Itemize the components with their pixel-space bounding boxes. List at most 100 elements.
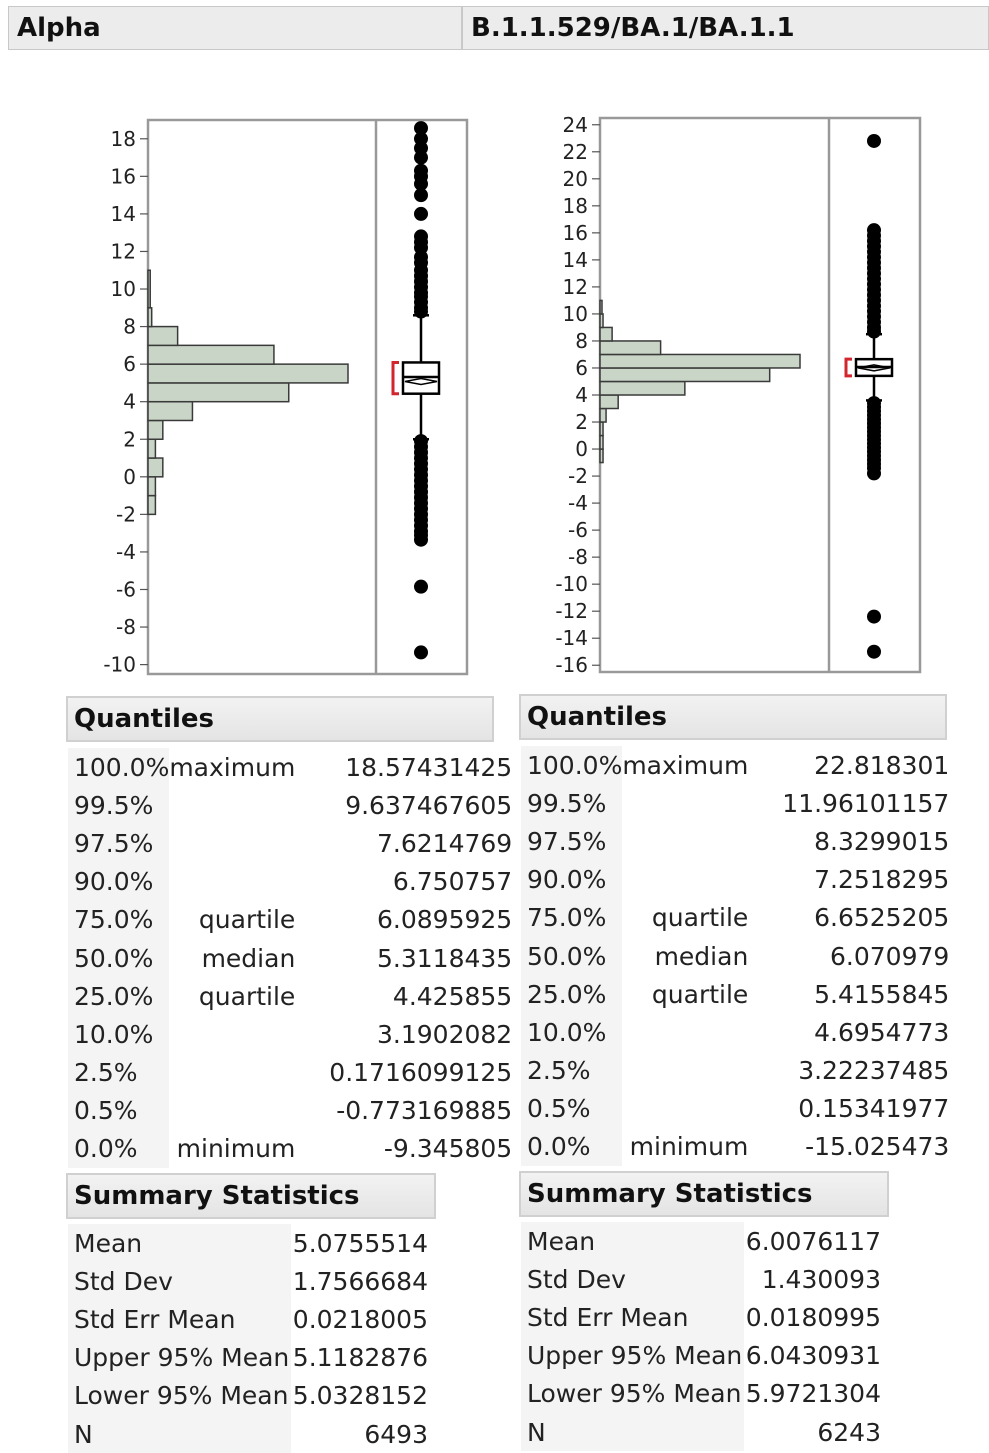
quantile-row: 50.0% median 5.3118435: [68, 938, 513, 978]
summary-name: Std Err Mean: [68, 1300, 292, 1339]
histogram-bar: [147, 476, 157, 497]
outlier-point: [414, 188, 428, 203]
quantile-row: 97.5% 8.3299015: [521, 822, 949, 861]
quantile-value: 5.4155845: [814, 979, 950, 1009]
summary-name: Upper 95% Mean: [521, 1336, 745, 1375]
histogram-bar: [147, 363, 349, 384]
quantile-value: 11.96101157: [782, 788, 950, 818]
quantile-row: 0.5% 0.15341977: [521, 1089, 949, 1128]
y-tick-label: 18: [563, 194, 588, 218]
quantile-percent: 90.0%: [68, 862, 170, 901]
quantile-row: 99.5% 11.96101157: [521, 784, 950, 823]
quantile-row: 100.0% maximum 18.57431425: [68, 748, 512, 787]
summary-header-left: Summary Statistics: [66, 1173, 436, 1219]
y-tick-label: -2: [116, 502, 136, 526]
summary-value: 1.430093: [761, 1264, 881, 1294]
quantile-value: 22.818301: [814, 750, 950, 780]
y-tick-label: 8: [575, 329, 588, 353]
summary-row: Mean 5.0755514: [68, 1224, 428, 1263]
y-tick-label: 0: [575, 437, 588, 461]
outlier-point: [414, 206, 428, 221]
quantile-percent: 99.5%: [68, 786, 170, 825]
summary-value: 5.0755514: [292, 1228, 428, 1258]
quantile-label: maximum: [169, 752, 296, 782]
outlier-point: [414, 150, 428, 165]
summary-value: 6.0430931: [745, 1341, 881, 1371]
quantile-label: [622, 1090, 782, 1128]
summary-row: Std Err Mean 0.0218005: [68, 1300, 428, 1339]
summary-value: 0.0218005: [292, 1304, 428, 1334]
quantile-label: [622, 861, 782, 899]
summary-value: 5.1182876: [292, 1343, 428, 1373]
quantile-label: minimum: [629, 1132, 749, 1162]
quantile-percent: 2.5%: [68, 1053, 170, 1092]
summary-name: Lower 95% Mean: [68, 1376, 292, 1415]
histogram-bar: [147, 307, 153, 328]
quantile-row: 97.5% 7.6214769: [68, 824, 512, 863]
y-tick-label: 12: [563, 275, 588, 299]
quantile-row: 2.5% 0.1716099125: [68, 1053, 512, 1092]
y-tick-label: -2: [568, 464, 588, 488]
quantile-percent: 25.0%: [68, 977, 170, 1016]
quantile-value: -0.773169885: [336, 1096, 513, 1126]
quantile-row: 100.0% maximum 22.818301: [521, 746, 950, 785]
quantile-percent: 50.0%: [68, 938, 170, 978]
y-tick-label: 0: [123, 465, 136, 489]
summary-name: Mean: [521, 1222, 745, 1261]
quantile-label: [169, 824, 329, 862]
quantile-row: 0.0% minimum -15.025473: [521, 1127, 949, 1167]
outlier-point: [867, 324, 881, 339]
quantiles-header-right: Quantiles: [519, 694, 947, 740]
quantile-percent: 97.5%: [521, 822, 623, 861]
y-tick-label: -6: [568, 518, 588, 542]
y-tick-label: 20: [563, 167, 588, 191]
quantile-value: 6.070979: [830, 941, 950, 971]
histogram-bar: [599, 313, 604, 329]
quantile-percent: 2.5%: [521, 1051, 623, 1090]
summary-row: N 6243: [521, 1412, 881, 1452]
summary-name: Upper 95% Mean: [68, 1338, 292, 1377]
quantile-percent: 97.5%: [68, 824, 170, 863]
quantile-label: quartile: [651, 979, 749, 1009]
y-tick-label: -4: [568, 491, 588, 515]
quantile-value: 4.425855: [392, 981, 513, 1011]
quantile-label: [169, 1015, 329, 1053]
quantile-label: [169, 1092, 329, 1130]
distribution-plot-omicron: 242220181614121086420-2-4-6-8-10-12-14-1…: [555, 113, 922, 677]
summary-name: Std Dev: [521, 1260, 745, 1299]
y-tick-label: 18: [111, 127, 136, 151]
quantile-percent: 25.0%: [521, 975, 623, 1014]
y-tick-label: -6: [116, 577, 136, 601]
quantiles-header-left: Quantiles: [66, 696, 494, 742]
quantile-value: 5.3118435: [377, 943, 513, 973]
y-tick-label: -4: [116, 540, 136, 564]
quantile-percent: 0.0%: [68, 1129, 170, 1169]
summary-name: Lower 95% Mean: [521, 1374, 745, 1413]
summary-value: 1.7566684: [292, 1266, 428, 1296]
y-tick-label: 6: [575, 356, 588, 380]
quantile-percent: 100.0%: [68, 748, 170, 787]
y-tick-label: -10: [555, 572, 588, 596]
quantile-row: 99.5% 9.637467605: [68, 786, 512, 825]
y-tick-label: 4: [123, 390, 136, 414]
histogram-bar: [599, 380, 686, 396]
y-tick-label: 14: [111, 202, 136, 226]
histogram-bar: [599, 394, 619, 410]
quantile-label: median: [201, 943, 296, 973]
quantile-row: 0.0% minimum -9.345805: [68, 1129, 512, 1169]
histogram-bar: [147, 419, 164, 441]
quantile-label: [622, 1052, 782, 1090]
outlier-point: [414, 121, 428, 136]
summary-row: Std Dev 1.430093: [521, 1260, 881, 1299]
outlier-point: [414, 532, 428, 547]
outlier-point: [867, 644, 881, 659]
histogram-bar: [599, 299, 603, 315]
quantile-label: quartile: [198, 905, 296, 935]
quantile-percent: 0.5%: [68, 1091, 170, 1130]
mean-diamond: [857, 364, 891, 372]
summary-row: Std Dev 1.7566684: [68, 1262, 428, 1301]
outlier-point: [867, 466, 881, 481]
quantiles-table-left: 100.0% maximum 18.57431425 99.5% 9.637467605…: [68, 748, 513, 1169]
quantile-label: [622, 784, 782, 822]
outlier-point: [867, 133, 881, 148]
